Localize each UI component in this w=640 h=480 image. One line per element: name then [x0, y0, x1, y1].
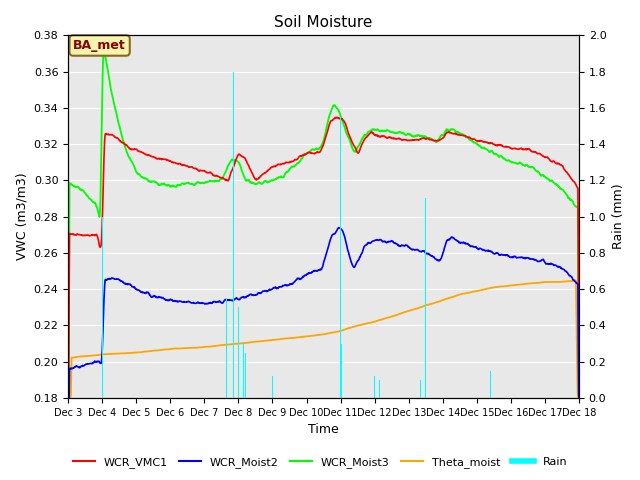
Theta_moist [125, 350, 132, 356]
WCR_VMC1 [281, 160, 289, 166]
Line: WCR_VMC1: WCR_VMC1 [68, 118, 579, 398]
WCR_Moist2 [355, 256, 363, 262]
WCR_Moist2 [281, 282, 289, 288]
Theta_moist [572, 277, 580, 283]
WCR_Moist3 [355, 142, 363, 148]
WCR_Moist3 [64, 395, 72, 401]
WCR_VMC1 [355, 149, 363, 155]
Text: BA_met: BA_met [73, 39, 126, 52]
Line: Theta_moist: Theta_moist [68, 280, 579, 398]
WCR_Moist3 [282, 171, 289, 177]
WCR_Moist2 [575, 395, 583, 401]
WCR_Moist2 [292, 278, 300, 284]
WCR_Moist2 [335, 225, 342, 230]
Theta_moist [64, 395, 72, 401]
WCR_Moist2 [301, 273, 308, 278]
WCR_VMC1 [301, 152, 308, 157]
WCR_Moist3 [301, 152, 309, 157]
WCR_VMC1 [64, 395, 72, 401]
Theta_moist [355, 323, 363, 328]
WCR_Moist3 [292, 162, 300, 168]
Theta_moist [281, 336, 289, 341]
WCR_VMC1 [104, 132, 111, 137]
Title: Soil Moisture: Soil Moisture [275, 15, 372, 30]
WCR_VMC1 [292, 156, 300, 162]
WCR_VMC1 [333, 115, 341, 120]
WCR_VMC1 [575, 386, 583, 392]
X-axis label: Time: Time [308, 423, 339, 436]
WCR_Moist2 [64, 395, 72, 401]
WCR_Moist3 [125, 154, 132, 160]
WCR_Moist3 [100, 49, 108, 55]
Y-axis label: VWC (m3/m3): VWC (m3/m3) [15, 173, 28, 261]
Theta_moist [575, 395, 583, 401]
WCR_Moist2 [125, 281, 132, 287]
WCR_Moist3 [104, 69, 112, 74]
Legend: WCR_VMC1, WCR_Moist2, WCR_Moist3, Theta_moist, Rain: WCR_VMC1, WCR_Moist2, WCR_Moist3, Theta_… [68, 452, 572, 472]
Theta_moist [292, 335, 300, 341]
WCR_VMC1 [125, 144, 132, 150]
WCR_Moist3 [575, 395, 583, 401]
Y-axis label: Rain (mm): Rain (mm) [612, 184, 625, 250]
Theta_moist [104, 351, 111, 357]
Theta_moist [301, 334, 308, 339]
Line: WCR_Moist3: WCR_Moist3 [68, 52, 579, 398]
WCR_Moist2 [104, 276, 111, 282]
Line: WCR_Moist2: WCR_Moist2 [68, 228, 579, 398]
